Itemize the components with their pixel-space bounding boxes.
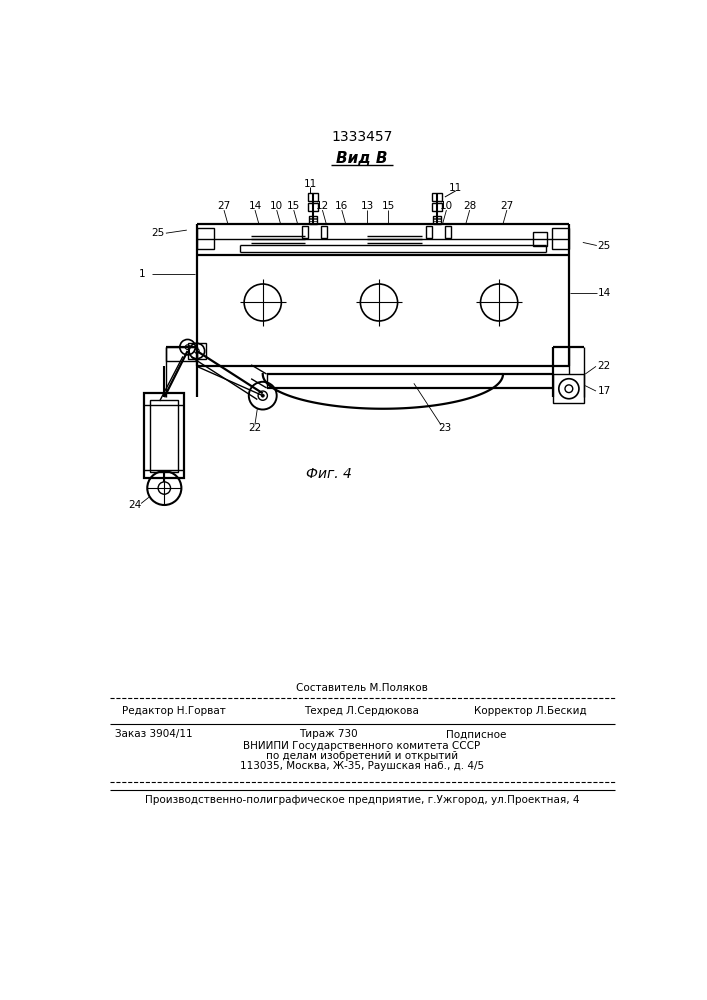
Bar [533,232,547,246]
Text: 12: 12 [316,201,329,211]
Bar [552,228,569,249]
Bar [151,400,178,472]
Text: Тираж 730: Тираж 730 [299,729,358,739]
Text: 11: 11 [449,183,462,193]
Circle shape [261,394,264,397]
Text: 23: 23 [438,423,452,433]
Bar [445,226,451,238]
Text: Заказ 3904/11: Заказ 3904/11 [115,729,193,739]
Text: 27: 27 [501,201,513,211]
Text: Вид В: Вид В [337,151,387,166]
Bar [308,203,317,211]
Text: 13: 13 [361,201,374,211]
Bar [166,347,197,361]
Text: Подписное: Подписное [445,729,506,739]
Text: 27: 27 [217,201,230,211]
Text: 10: 10 [270,201,284,211]
Text: Фиг. 4: Фиг. 4 [305,467,351,481]
Bar [554,374,585,403]
Bar [321,226,327,238]
Text: 14: 14 [248,201,262,211]
Text: 15: 15 [382,201,395,211]
Text: 25: 25 [597,241,611,251]
Text: Производственно-полиграфическое предприятие, г.Ужгород, ул.Проектная, 4: Производственно-полиграфическое предприя… [145,795,579,805]
Text: по делам изобретений и открытий: по делам изобретений и открытий [266,751,458,761]
Text: Редактор Н.Горват: Редактор Н.Горват [122,706,226,716]
Text: Техред Л.Сердюкова: Техред Л.Сердюкова [305,706,419,716]
Bar [433,203,442,211]
Text: 1: 1 [139,269,146,279]
Bar [301,226,308,238]
Text: 10: 10 [440,201,453,211]
Circle shape [194,349,199,353]
Text: 16: 16 [335,201,349,211]
Text: 28: 28 [463,201,477,211]
Bar [187,343,206,359]
Bar [433,216,441,224]
Bar [144,393,185,478]
Text: Составитель М.Поляков: Составитель М.Поляков [296,683,428,693]
Text: 113035, Москва, Ж-35, Раушская наб., д. 4/5: 113035, Москва, Ж-35, Раушская наб., д. … [240,761,484,771]
Text: 15: 15 [287,201,300,211]
Bar [309,216,317,224]
Text: 1333457: 1333457 [332,130,392,144]
Bar [426,226,432,238]
Text: 22: 22 [248,423,262,433]
Text: 11: 11 [303,179,317,189]
Text: 14: 14 [597,288,611,298]
Bar [433,193,442,201]
Text: ВНИИПИ Государственного комитета СССР: ВНИИПИ Государственного комитета СССР [243,741,481,751]
Bar [308,193,317,201]
Text: 24: 24 [128,500,141,510]
Text: 22: 22 [597,361,611,371]
Text: 25: 25 [151,228,165,238]
Text: 17: 17 [597,386,611,396]
Bar [197,228,214,249]
Text: Корректор Л.Бескид: Корректор Л.Бескид [474,706,586,716]
